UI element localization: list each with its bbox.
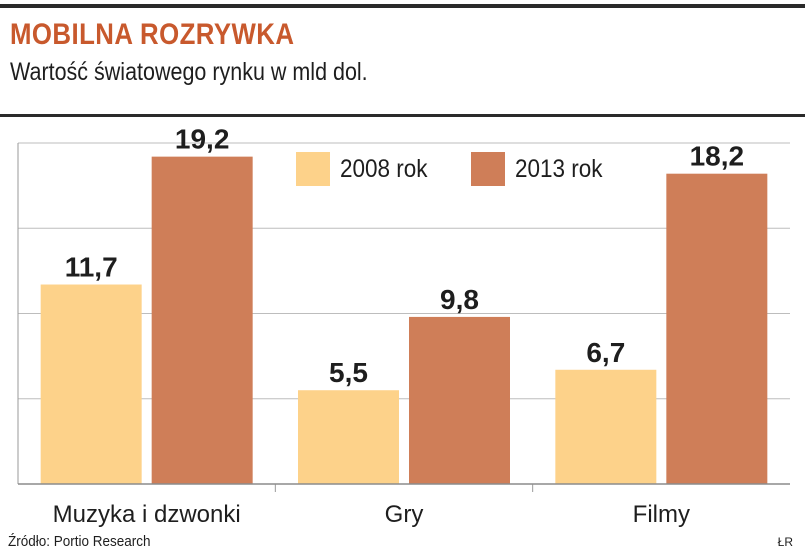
chart-subtitle: Wartość światowego rynku w mld dol. xyxy=(10,58,368,86)
bar-0-0 xyxy=(40,284,142,484)
chart-title: MOBILNA ROZRYWKA xyxy=(10,18,295,51)
legend-item-2013: 2013 rok xyxy=(471,152,612,186)
legend-label-2008: 2008 rok xyxy=(340,154,428,183)
data-label-0-0: 11,7 xyxy=(65,252,118,283)
top-rule xyxy=(0,4,805,8)
bar-0-1 xyxy=(151,156,253,484)
data-label-1-1: 9,8 xyxy=(440,284,479,315)
bar-1-0 xyxy=(298,390,399,484)
legend-item-2008: 2008 rok xyxy=(296,152,437,186)
legend-label-2013: 2013 rok xyxy=(515,154,603,183)
legend-swatch-2008 xyxy=(296,152,330,186)
bar-2-1 xyxy=(666,173,768,484)
category-label-1: Gry xyxy=(385,501,424,528)
category-label-0: Muzyka i dzwonki xyxy=(53,501,241,528)
author-credit: ŁR xyxy=(777,535,793,549)
header-divider xyxy=(0,114,805,117)
data-label-2-0: 6,7 xyxy=(586,337,625,368)
data-label-1-0: 5,5 xyxy=(329,357,368,388)
legend-swatch-2013 xyxy=(471,152,506,186)
data-label-0-1: 19,2 xyxy=(175,124,230,155)
category-label-2: Filmy xyxy=(633,501,690,528)
bar-2-0 xyxy=(555,369,657,484)
legend: 2008 rok 2013 rok xyxy=(296,152,647,186)
bar-1-1 xyxy=(409,316,510,484)
data-label-2-1: 18,2 xyxy=(690,141,745,172)
source-note: Źródło: Portio Research xyxy=(8,533,151,550)
